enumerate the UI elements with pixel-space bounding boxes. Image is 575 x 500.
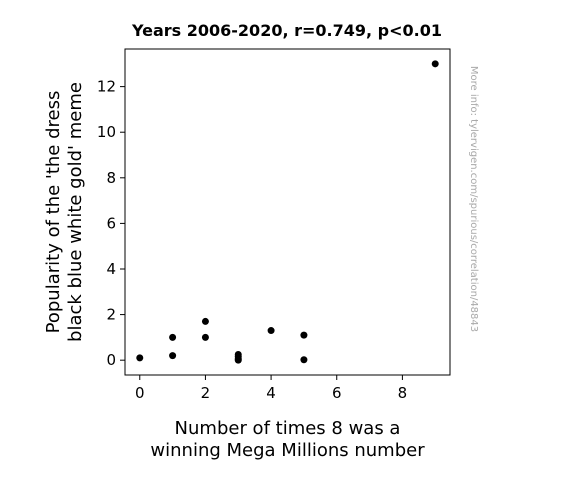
data-point <box>136 354 144 362</box>
data-point <box>300 356 308 364</box>
plot-area <box>124 48 451 376</box>
x-tick-label: 6 <box>332 384 342 402</box>
y-tick-label: 4 <box>106 260 116 278</box>
data-point <box>201 333 209 341</box>
y-tick-label: 8 <box>106 169 116 187</box>
x-axis-ticks: 0 2 4 6 8 <box>135 375 407 402</box>
data-points <box>136 60 439 364</box>
data-point <box>201 317 209 325</box>
x-tick-label: 8 <box>398 384 408 402</box>
data-point <box>169 333 177 341</box>
y-axis-label: Popularity of the 'the dress black blue w… <box>43 82 86 342</box>
source-watermark: More info: tylervigen.com/spurious/corre… <box>468 66 479 332</box>
data-point <box>234 350 242 358</box>
y-tick-label: 6 <box>106 214 116 232</box>
x-tick-label: 4 <box>266 384 276 402</box>
x-axis-label-line: winning Mega Millions number <box>150 440 425 461</box>
y-tick-label: 0 <box>106 351 116 369</box>
data-point <box>267 327 275 335</box>
x-tick-label: 2 <box>201 384 211 402</box>
x-axis-label-line: Number of times 8 was a <box>175 418 401 439</box>
chart-title: Years 2006-2020, r=0.749, p<0.01 <box>131 21 442 40</box>
y-axis-ticks: 0 2 4 6 8 10 12 <box>97 78 125 369</box>
data-point <box>431 60 439 68</box>
y-tick-label: 10 <box>97 123 116 141</box>
y-axis-label-line: Popularity of the 'the dress <box>43 91 64 334</box>
y-tick-label: 2 <box>106 306 116 324</box>
y-tick-label: 12 <box>97 78 116 96</box>
data-point <box>300 331 308 339</box>
x-tick-label: 0 <box>135 384 145 402</box>
data-point <box>169 352 177 360</box>
y-axis-label-line: black blue white gold' meme <box>65 82 86 342</box>
